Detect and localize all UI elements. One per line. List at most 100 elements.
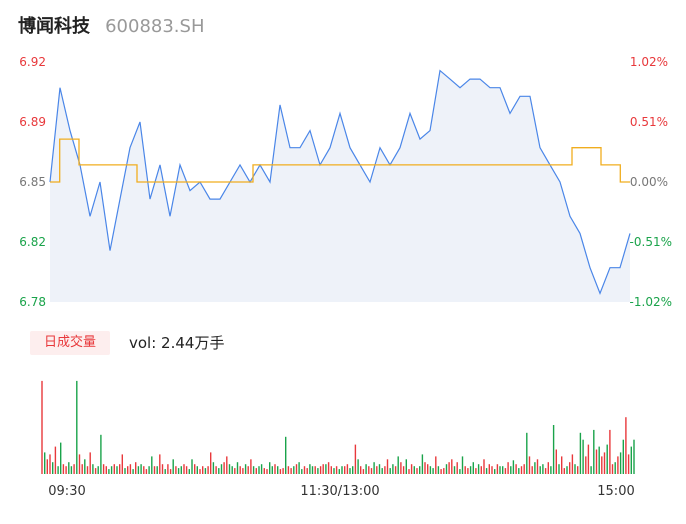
volume-bar	[84, 459, 86, 474]
volume-bar	[504, 468, 507, 474]
volume-bar	[625, 417, 627, 474]
volume-bar	[352, 466, 354, 474]
volume-bar	[459, 469, 461, 474]
volume-bar	[488, 464, 490, 474]
volume-bar	[619, 452, 622, 474]
volume-bar	[194, 464, 196, 474]
volume-bar	[52, 462, 54, 474]
volume-bar	[595, 449, 598, 474]
volume-bar	[528, 456, 531, 474]
volume-bar	[81, 464, 83, 474]
volume-bar	[314, 466, 316, 474]
volume-bar	[475, 468, 477, 474]
price-line	[49, 69, 631, 296]
volume-bar	[92, 464, 94, 474]
volume-bar	[611, 464, 614, 474]
volume-bar	[614, 462, 616, 474]
volume-bar	[202, 466, 204, 474]
volume-bar	[435, 456, 437, 474]
volume-bar	[515, 464, 517, 474]
volume-bar	[413, 466, 415, 474]
volume-bar	[169, 469, 172, 474]
volume-bar	[510, 466, 512, 474]
volume-bar	[373, 462, 375, 474]
volume-bar	[630, 446, 632, 474]
volume-bar	[429, 466, 432, 474]
volume-bar	[180, 466, 182, 474]
volume-bar	[172, 459, 174, 474]
volume-bar	[228, 464, 231, 474]
volume-bar	[563, 468, 565, 474]
volume-bar	[622, 439, 624, 474]
volume-bar	[333, 468, 335, 474]
volume-bar	[290, 468, 292, 474]
volume-bar	[512, 460, 515, 474]
volume-bar	[210, 452, 212, 474]
volume-bar	[421, 454, 424, 474]
volume-bar	[346, 464, 349, 474]
volume-bar	[252, 466, 255, 474]
volume-bar	[269, 462, 271, 474]
volume-bar	[196, 466, 198, 474]
volume-bar	[354, 444, 357, 474]
volume-bar	[287, 466, 290, 474]
volume-bar	[357, 459, 359, 474]
volume-bar	[164, 469, 166, 474]
volume-bar	[344, 466, 346, 474]
volume-bar	[282, 468, 284, 474]
price-area	[50, 70, 630, 302]
volume-bar	[167, 464, 169, 474]
volume-bar	[378, 464, 381, 474]
volume-bar	[362, 469, 365, 474]
volume-bar	[419, 466, 421, 474]
volume-bar	[70, 466, 73, 474]
volume-bar	[467, 468, 469, 474]
volume-bar	[499, 466, 501, 474]
volume-bar	[322, 464, 324, 474]
volume-bar	[400, 462, 402, 474]
volume-bar	[389, 468, 391, 474]
volume-bar	[633, 439, 635, 474]
volume-bar	[534, 462, 536, 474]
pct-axis-label-2: 0.00%	[630, 175, 668, 189]
volume-bar	[60, 442, 62, 474]
volume-bar	[129, 464, 132, 474]
volume-bar	[244, 464, 247, 474]
volume-bar	[325, 464, 327, 474]
volume-badge: 日成交量	[30, 331, 110, 355]
volume-bar	[110, 466, 113, 474]
stock-header: 博闻科技 600883.SH	[18, 12, 205, 40]
volume-summary: vol: 2.44万手	[129, 334, 225, 352]
volume-bar	[376, 466, 378, 474]
volume-bar	[558, 464, 560, 474]
volume-bar	[330, 466, 332, 474]
volume-bar	[445, 464, 448, 474]
volume-chart: 09:30 11:30/13:00 15:00	[41, 380, 635, 499]
volume-bar	[226, 456, 228, 474]
volume-bar	[432, 468, 434, 474]
volume-bar	[239, 466, 241, 474]
volume-bar	[368, 466, 370, 474]
volume-bar	[236, 462, 239, 474]
volume-bar	[41, 380, 43, 474]
volume-bar	[212, 462, 215, 474]
volume-bar	[590, 466, 592, 474]
volume-bar	[137, 466, 140, 474]
volume-bar	[550, 466, 552, 474]
volume-bar	[116, 466, 118, 474]
volume-bar	[448, 462, 450, 474]
volume-bar	[54, 446, 57, 474]
volume-bar	[485, 468, 488, 474]
avg-price-line	[50, 138, 630, 183]
volume-bar	[617, 456, 619, 474]
volume-bar	[520, 466, 523, 474]
volume-bar	[65, 466, 67, 474]
volume-bar	[145, 469, 148, 474]
volume-bar	[384, 466, 386, 474]
volume-bar	[309, 464, 311, 474]
volume-bar	[218, 468, 220, 474]
volume-bar	[295, 464, 298, 474]
volume-bar	[587, 444, 590, 474]
volume-bar	[507, 462, 509, 474]
price-axis-label-0: 6.92	[19, 55, 46, 69]
